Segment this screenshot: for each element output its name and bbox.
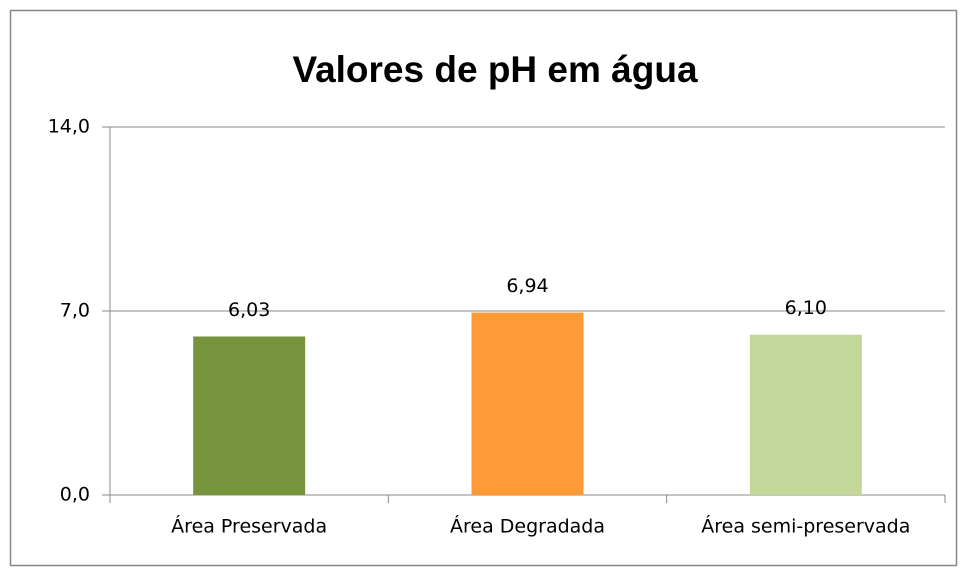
y-tick-label: 7,0 [60,300,90,322]
chart-title: Valores de pH em água [292,49,698,90]
data-label: 6,94 [506,275,548,297]
bar [193,336,306,495]
x-tick-label: Área Preservada [171,515,327,538]
x-tick-label: Área semi-preservada [701,515,910,538]
bar [749,334,862,495]
bar [471,312,584,495]
data-label: 6,10 [785,297,827,319]
data-label: 6,03 [228,299,270,321]
x-tick-label: Área Degradada [450,515,605,538]
y-tick-label: 14,0 [48,116,90,138]
y-tick-label: 0,0 [60,484,90,506]
